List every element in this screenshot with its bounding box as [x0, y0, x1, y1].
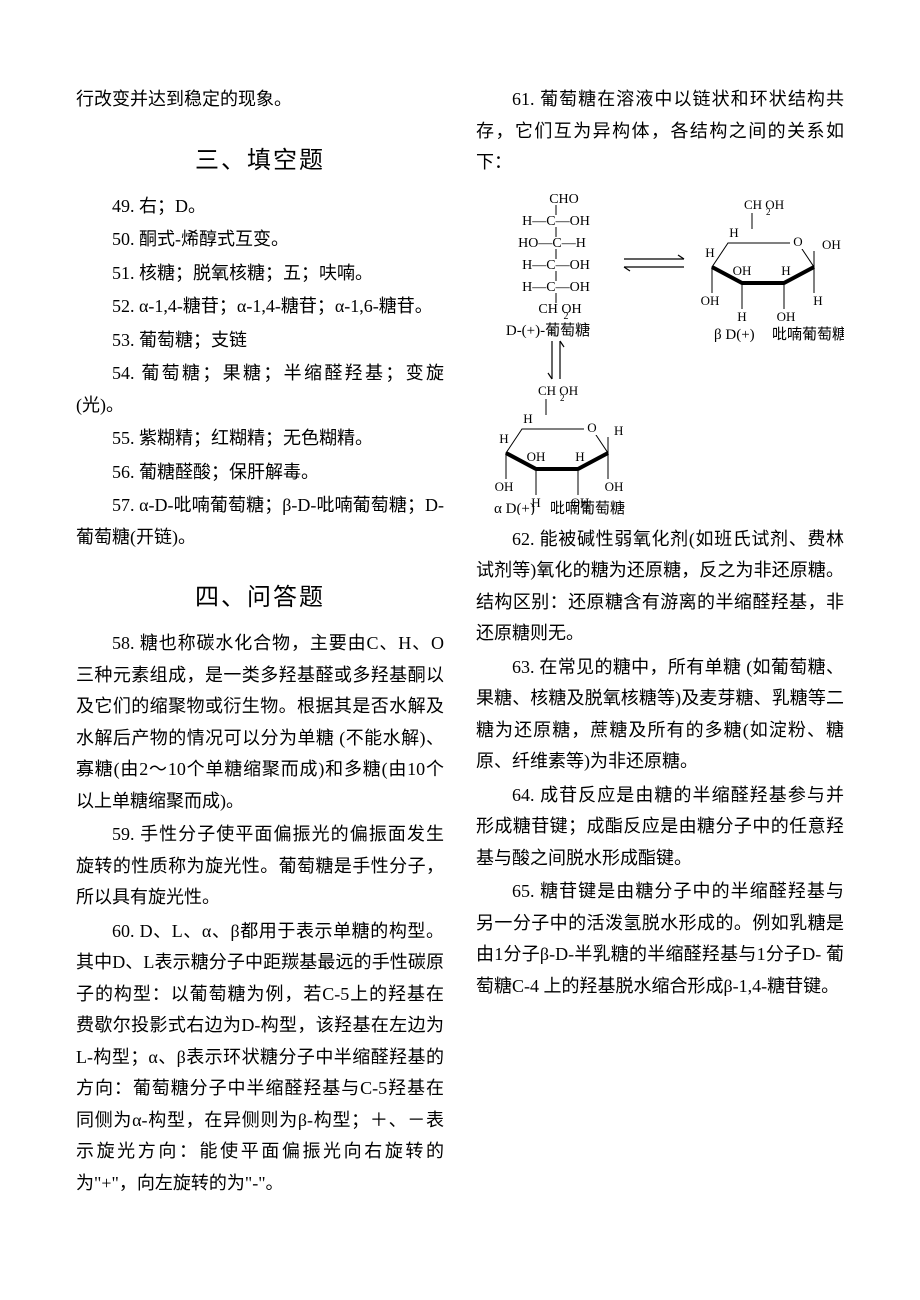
beta-pyranose: CH OH 2 O H OH H H OH	[701, 197, 844, 343]
beta-h-c5: H	[729, 225, 738, 240]
q-49: 49. 右；D。	[76, 191, 444, 223]
fischer-line-1: H—C—OH	[522, 214, 590, 229]
q-53-text: 葡萄糖；支链	[139, 330, 247, 350]
q-64-text: 成苷反应是由糖的半缩醛羟基参与并形成糖苷键；成酯反应是由糖分子中的任意羟基与酸之…	[476, 785, 844, 868]
alpha-c4-h: H	[499, 431, 508, 446]
q-55: 55. 紫糊精；红糊精；无色糊精。	[76, 423, 444, 455]
q-60-text: D、L、α、β都用于表示单糖的构型。其中D、L表示糖分子中距羰基最远的手性碳原子…	[76, 921, 444, 1193]
alpha-c1-oh: OH	[605, 479, 624, 494]
alpha-ring-o: O	[587, 420, 596, 435]
fischer-line-5: CH OH	[538, 302, 581, 317]
page: 行改变并达到稳定的现象。 三、填空题 49. 右；D。 50. 酮式-烯醇式互变…	[0, 0, 920, 1300]
q-52: 52. α-1,4-糖苷；α-1,4-糖苷；α-1,6-糖苷。	[76, 291, 444, 323]
q-49-text: 右；D。	[139, 196, 206, 216]
q-54-text: 葡萄糖；果糖；半缩醛羟基；变旋(光)。	[76, 363, 444, 415]
beta-c2-h: H	[781, 263, 790, 278]
beta-label-a: β D(+)	[714, 327, 755, 343]
q-63-text: 在常见的糖中，所有单糖 (如葡萄糖、果糖、核糖及脱氧核糖等)及麦芽糖、乳糖等二糖…	[476, 657, 844, 772]
q-57: 57. α-D-吡喃葡萄糖；β-D-吡喃葡萄糖；D-葡萄糖(开链)。	[76, 490, 444, 553]
beta-label-b: 吡喃葡萄糖	[772, 326, 844, 343]
alpha-c4-oh: OH	[495, 479, 514, 494]
section-4-title: 四、问答题	[76, 577, 444, 612]
q-65-text: 糖苷键是由糖分子中的半缩醛羟基与另一分子中的活泼氢脱水形成的。例如乳糖是由1分子…	[476, 881, 844, 996]
q-55-text: 紫糊精；红糊精；无色糊精。	[139, 428, 373, 448]
beta-sub2: 2	[766, 207, 771, 217]
q-58: 58. 糖也称碳水化合物，主要由C、H、O三种元素组成，是一类多羟基醛或多羟基酮…	[76, 628, 444, 817]
alpha-sub2: 2	[560, 393, 565, 403]
q-51-text: 核糖；脱氧核糖；五；呋喃。	[139, 263, 373, 283]
fischer-line-2: HO—C—H	[518, 236, 586, 251]
q-61: 61. 葡萄糖在溶液中以链状和环状结构共存，它们互为异构体，各结构之间的关系如下…	[476, 84, 844, 179]
section-3-title: 三、填空题	[76, 140, 444, 175]
q-52-text: α-1,4-糖苷；α-1,4-糖苷；α-1,6-糖苷。	[139, 296, 433, 316]
beta-c1-oh: OH	[822, 237, 841, 252]
q-51: 51. 核糖；脱氧核糖；五；呋喃。	[76, 258, 444, 290]
eq-arrows-vertical	[548, 341, 564, 379]
q-65: 65. 糖苷键是由糖分子中的半缩醛羟基与另一分子中的活泼氢脱水形成的。例如乳糖是…	[476, 876, 844, 1002]
q-56-text: 葡糖醛酸；保肝解毒。	[139, 462, 319, 482]
alpha-c2-h: H	[575, 449, 584, 464]
alpha-c1-h: H	[614, 423, 623, 438]
q-50-text: 酮式-烯醇式互变。	[139, 229, 289, 249]
q-53: 53. 葡萄糖；支链	[76, 325, 444, 357]
fischer-line-4: H—C—OH	[522, 280, 590, 295]
q-62-text: 能被碱性弱氧化剂(如班氏试剂、费林试剂等)氧化的糖为还原糖，反之为非还原糖。结构…	[476, 529, 844, 644]
fischer-line-3: H—C—OH	[522, 258, 590, 273]
alpha-pyranose: CH OH 2 O H H OH H OH OH	[494, 383, 625, 515]
beta-c2-oh: OH	[777, 309, 796, 324]
fischer-projection: CHO H—C—OH HO—C—H H—C—OH H—C—OH CH OH 2 …	[506, 192, 590, 339]
beta-c3-oh-up: OH	[733, 263, 752, 278]
alpha-c3-oh-up: OH	[527, 449, 546, 464]
q-57-text: α-D-吡喃葡萄糖；β-D-吡喃葡萄糖；D-葡萄糖(开链)。	[76, 495, 444, 547]
beta-c3-h: H	[737, 309, 746, 324]
figure-61: CHO H—C—OH HO—C—H H—C—OH H—C—OH CH OH 2 …	[476, 185, 844, 520]
q-61-text: 葡萄糖在溶液中以链状和环状结构共存，它们互为异构体，各结构之间的关系如下：	[476, 89, 844, 172]
q-60: 60. D、L、α、β都用于表示单糖的构型。其中D、L表示糖分子中距羰基最远的手…	[76, 916, 444, 1200]
beta-c1-h: H	[813, 293, 822, 308]
alpha-ch2oh: CH OH	[538, 383, 578, 398]
q-63: 63. 在常见的糖中，所有单糖 (如葡萄糖、果糖、核糖及脱氧核糖等)及麦芽糖、乳…	[476, 652, 844, 778]
beta-ring-o: O	[793, 234, 802, 249]
q-56: 56. 葡糖醛酸；保肝解毒。	[76, 457, 444, 489]
q-54: 54. 葡萄糖；果糖；半缩醛羟基；变旋(光)。	[76, 358, 444, 421]
alpha-label-b: 吡喃葡萄糖	[550, 500, 625, 515]
q-59: 59. 手性分子使平面偏振光的偏振面发生旋转的性质称为旋光性。葡萄糖是手性分子，…	[76, 819, 444, 914]
fischer-line-0: CHO	[549, 192, 579, 207]
q-58-text: 糖也称碳水化合物，主要由C、H、O三种元素组成，是一类多羟基醛或多羟基酮以及它们…	[76, 633, 444, 811]
fragment-top: 行改变并达到稳定的现象。	[76, 84, 444, 116]
fischer-sub2: 2	[564, 311, 569, 322]
q-59-text: 手性分子使平面偏振光的偏振面发生旋转的性质称为旋光性。葡萄糖是手性分子，所以具有…	[76, 824, 444, 907]
alpha-label-a: α D(+)	[494, 501, 535, 515]
beta-c4-h: H	[705, 245, 714, 260]
alpha-h-c5: H	[523, 411, 532, 426]
eq-arrows-horizontal	[624, 255, 684, 271]
beta-ch2oh: CH OH	[744, 197, 784, 212]
beta-c4-oh: OH	[701, 293, 720, 308]
q-50: 50. 酮式-烯醇式互变。	[76, 224, 444, 256]
q-64: 64. 成苷反应是由糖的半缩醛羟基参与并形成糖苷键；成酯反应是由糖分子中的任意羟…	[476, 780, 844, 875]
glucose-equilibrium-svg: CHO H—C—OH HO—C—H H—C—OH H—C—OH CH OH 2 …	[476, 185, 844, 515]
q-62: 62. 能被碱性弱氧化剂(如班氏试剂、费林试剂等)氧化的糖为还原糖，反之为非还原…	[476, 524, 844, 650]
fischer-label: D-(+)-葡萄糖	[506, 322, 590, 339]
